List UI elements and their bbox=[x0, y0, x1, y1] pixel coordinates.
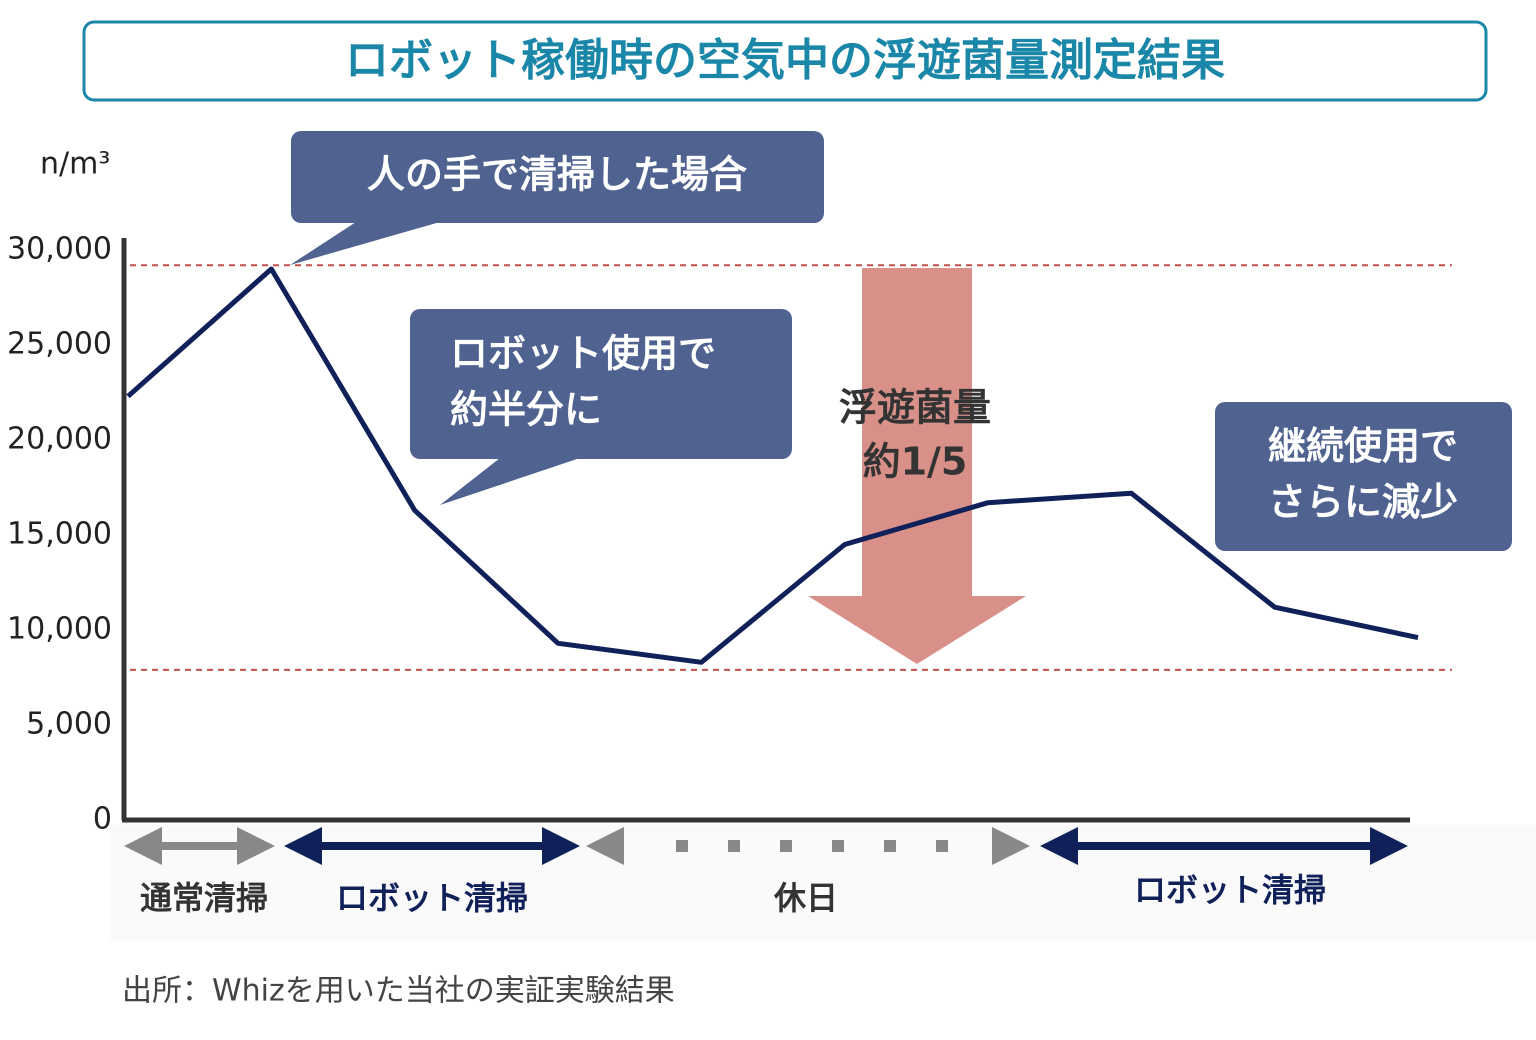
phase-dot bbox=[676, 840, 688, 852]
y-tick-label: 10,000 bbox=[7, 612, 112, 647]
phase-dot bbox=[884, 840, 896, 852]
phase-label: 休日 bbox=[773, 879, 838, 917]
phase-arrowhead bbox=[284, 827, 322, 865]
phase-label: ロボット清掃 bbox=[336, 879, 528, 917]
phase-arrowhead bbox=[1040, 827, 1078, 865]
y-tick-label: 30,000 bbox=[7, 232, 112, 267]
title-box bbox=[82, 20, 1488, 102]
callout-text: 人の手で清掃した場合 bbox=[367, 153, 747, 197]
arrow-text: 浮遊菌量 bbox=[839, 386, 991, 430]
y-axis-label: n/m³ bbox=[40, 147, 110, 182]
phase-dot bbox=[832, 840, 844, 852]
phase-arrowhead bbox=[237, 827, 275, 865]
phase-arrowhead bbox=[542, 827, 580, 865]
phase-arrowhead bbox=[586, 827, 624, 865]
reduction-arrow bbox=[808, 268, 1026, 664]
callout-tail bbox=[440, 458, 580, 505]
phase-label: 通常清掃 bbox=[140, 879, 268, 917]
chart-title: ロボット稼働時の空気中の浮遊菌量測定結果 bbox=[345, 35, 1225, 86]
callout-box bbox=[410, 309, 792, 459]
callout-text: ロボット使用で bbox=[450, 332, 716, 376]
y-tick-label: 15,000 bbox=[7, 517, 112, 552]
phase-arrowhead bbox=[124, 827, 162, 865]
phase-label: ロボット清掃 bbox=[1134, 871, 1326, 909]
y-tick-label: 25,000 bbox=[7, 327, 112, 362]
callout-box bbox=[1215, 402, 1512, 551]
phase-arrowhead bbox=[992, 827, 1030, 865]
callout-text: さらに減少 bbox=[1268, 480, 1458, 524]
y-tick-label: 20,000 bbox=[7, 422, 112, 457]
callout-text: 約半分に bbox=[450, 388, 602, 432]
phase-dot bbox=[728, 840, 740, 852]
arrow-text: 約1/5 bbox=[863, 440, 968, 484]
line-series bbox=[126, 266, 1419, 665]
callout-text: 継続使用で bbox=[1268, 424, 1458, 468]
callout-box bbox=[291, 131, 824, 223]
phase-arrowhead bbox=[1370, 827, 1408, 865]
phase-dot bbox=[780, 840, 792, 852]
source: 出所：Whizを用いた当社の実証実験結果 bbox=[122, 974, 675, 1009]
y-tick-label: 0 bbox=[93, 802, 112, 837]
callout-tail bbox=[290, 222, 440, 265]
phase-dot bbox=[936, 840, 948, 852]
y-tick-label: 5,000 bbox=[26, 707, 112, 742]
